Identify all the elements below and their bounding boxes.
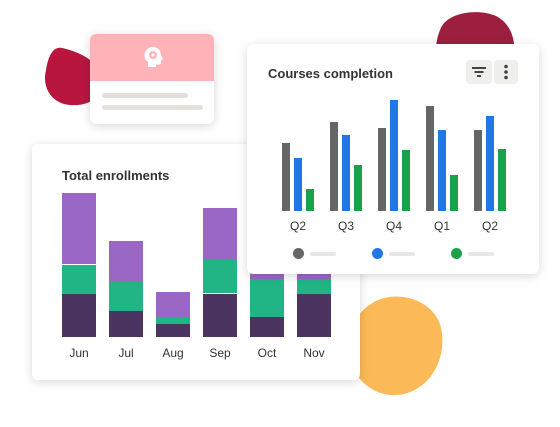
filter-icon (472, 67, 486, 77)
legend-dot (293, 248, 304, 259)
x-tick-label: Q4 (385, 219, 402, 233)
enrollment-bar-segment (62, 264, 96, 294)
completion-bar (342, 135, 350, 211)
more-options-button[interactable] (494, 60, 518, 84)
enrollment-bar-segment (156, 323, 190, 337)
completion-bar (486, 116, 494, 211)
x-tick-label: Aug (162, 346, 184, 360)
x-tick-label: Q1 (433, 219, 450, 233)
enrollment-bar-segment (203, 207, 237, 261)
x-tick-label: Q2 (289, 219, 306, 233)
enrollment-bar-segment (203, 260, 237, 294)
x-tick-label: Jun (69, 346, 89, 360)
enrollment-bar-segment (297, 279, 331, 294)
legend-placeholder-line (310, 252, 336, 256)
card-title: Courses completion (268, 66, 393, 81)
enrollment-bar-segment (109, 281, 143, 312)
head-gear-icon (140, 44, 166, 70)
completion-bar (330, 122, 338, 211)
profile-card (90, 34, 214, 124)
completion-bar (354, 165, 362, 211)
enrollment-bar-segment (297, 293, 331, 337)
completion-legend (247, 44, 539, 274)
profile-line-2 (102, 105, 203, 110)
courses-completion-card: Courses completion Q2 Q3 Q4 Q1 Q2 (247, 44, 539, 274)
enrollment-bar-segment (109, 240, 143, 282)
x-tick-label: Oct (257, 346, 277, 360)
completion-chart: Q2 Q3 Q4 Q1 Q2 (247, 44, 539, 274)
vertical-dots-icon (504, 64, 508, 80)
completion-bar (474, 130, 482, 211)
enrollment-bar-segment (62, 193, 96, 265)
legend-dot (372, 248, 383, 259)
completion-bar (378, 128, 386, 211)
enrollment-bar-segment (156, 317, 190, 324)
enrollment-bar-segment (109, 311, 143, 337)
x-tick-label: Nov (303, 346, 325, 360)
x-tick-label: Sep (209, 346, 231, 360)
enrollment-bar-segment (250, 279, 284, 318)
completion-bar (498, 149, 506, 211)
x-tick-label: Jul (118, 346, 134, 360)
completion-bar (390, 100, 398, 211)
orange-blob (347, 296, 443, 396)
legend-dot (451, 248, 462, 259)
card-title: Total enrollments (62, 168, 170, 183)
enrollment-bar-segment (250, 317, 284, 337)
completion-bar (306, 189, 314, 211)
completion-bar (450, 175, 458, 211)
crimson-blob (44, 47, 105, 106)
enrollment-bar-segment (156, 292, 190, 318)
enrollment-bar-segment (203, 293, 237, 337)
completion-bar (426, 106, 434, 211)
x-tick-label: Q3 (337, 219, 354, 233)
legend-placeholder-line (389, 252, 415, 256)
completion-bar (402, 150, 410, 211)
profile-line-1 (102, 93, 188, 98)
completion-bar (282, 143, 290, 211)
x-tick-label: Q2 (481, 219, 498, 233)
filter-button[interactable] (466, 60, 492, 84)
legend-placeholder-line (468, 252, 494, 256)
completion-bar (294, 158, 302, 211)
completion-bar (438, 130, 446, 211)
enrollment-bar-segment (62, 293, 96, 337)
